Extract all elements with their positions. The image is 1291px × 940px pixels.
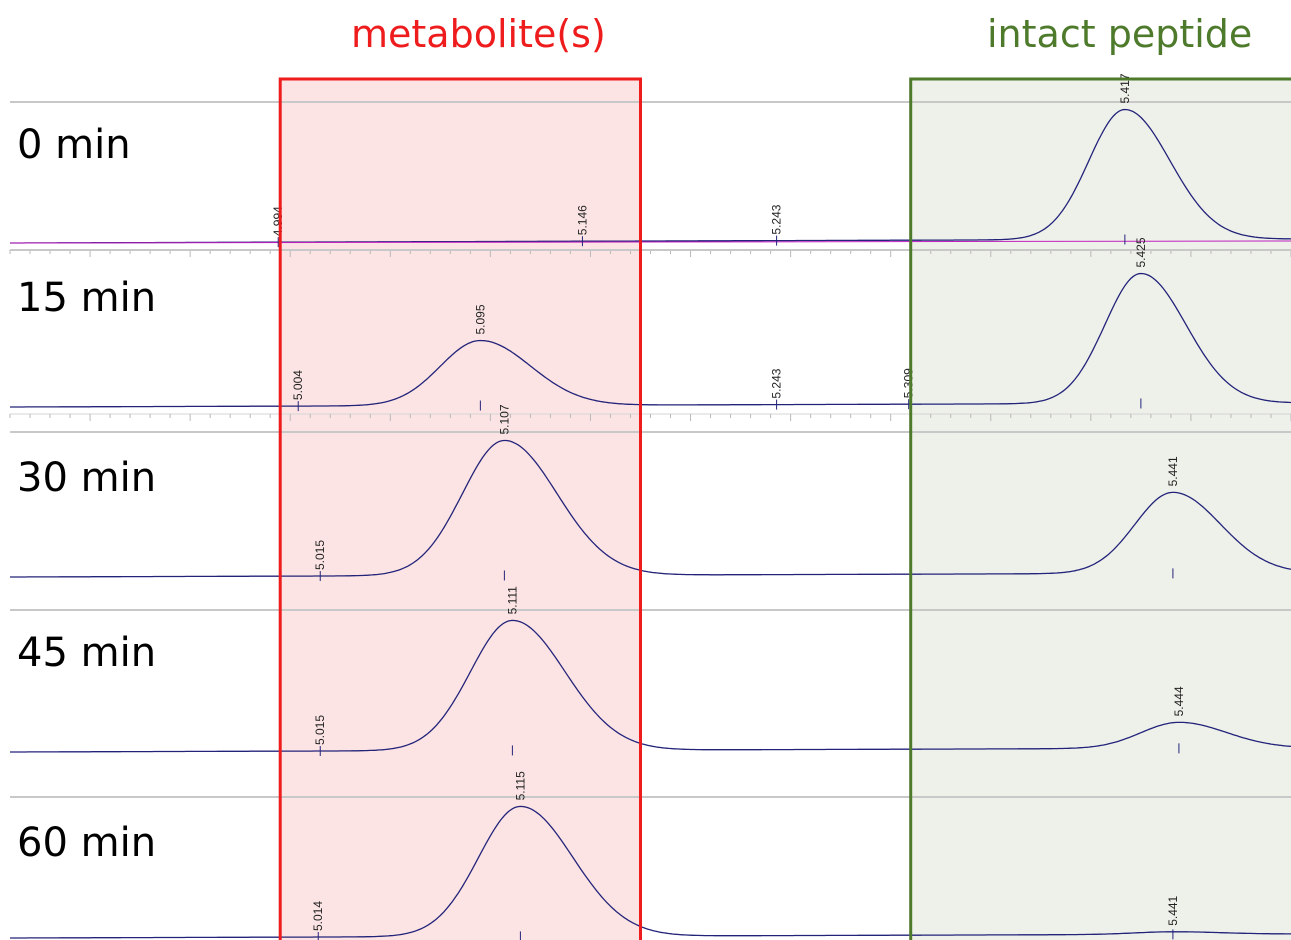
peak-rt-label: 5.417 <box>1118 73 1132 103</box>
peak-rt-label: 5.014 <box>311 901 325 931</box>
panel-label-0min: 0 min <box>17 122 131 168</box>
panel-label-15min: 15 min <box>17 275 157 321</box>
metabolite-window-border <box>278 77 642 940</box>
peak-rt-label: 5.095 <box>473 304 487 334</box>
peak-rt-label: 5.115 <box>513 771 527 800</box>
peak-rt-label: 5.444 <box>1172 686 1186 716</box>
peptide-window-border <box>909 77 1291 940</box>
peak-rt-label: 5.111 <box>505 586 519 615</box>
peak-rt-label: 4.994 <box>271 206 285 236</box>
peak-rt-label: 5.243 <box>770 204 784 234</box>
peak-rt-label: 5.015 <box>313 540 327 570</box>
chromatogram-trace <box>10 272 1291 408</box>
integration-baseline <box>9 240 1291 244</box>
peak-rt-label: 5.441 <box>1166 895 1180 925</box>
panel-label-30min: 30 min <box>17 455 157 501</box>
intact-peptide-header: intact peptide <box>987 12 1253 56</box>
panel-label-60min: 60 min <box>17 820 157 866</box>
peak-rt-label: 5.146 <box>575 205 589 235</box>
metabolite-header: metabolite(s) <box>351 12 606 56</box>
peak-rt-label: 5.015 <box>313 715 327 745</box>
chromatogram-trace <box>10 439 1291 578</box>
peak-rt-label: 5.425 <box>1134 237 1148 267</box>
peptide-window-fill <box>910 79 1291 940</box>
peak-rt-label: 5.107 <box>497 404 511 434</box>
panel-label-45min: 45 min <box>17 630 157 676</box>
chromatogram-trace <box>10 805 1291 939</box>
peak-rt-label: 5.309 <box>902 368 916 398</box>
chromatogram-trace <box>10 619 1291 753</box>
peak-rt-label: 5.441 <box>1166 456 1180 486</box>
peak-rt-label: 5.243 <box>770 368 784 398</box>
peak-rt-label: 5.004 <box>291 370 305 400</box>
